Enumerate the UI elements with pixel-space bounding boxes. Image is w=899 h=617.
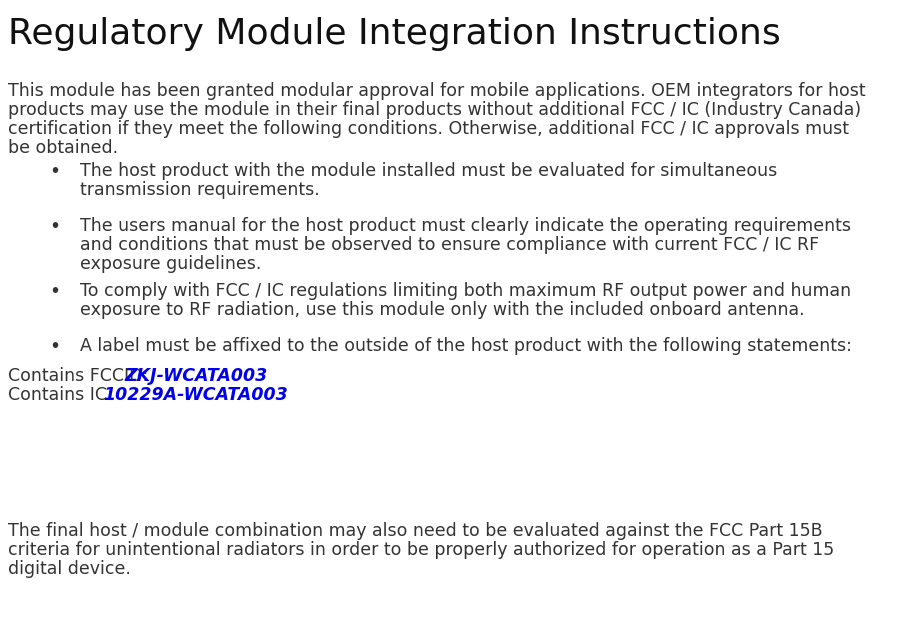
Text: •: • <box>49 217 60 236</box>
Text: digital device.: digital device. <box>8 560 131 578</box>
Text: and conditions that must be observed to ensure compliance with current FCC / IC : and conditions that must be observed to … <box>80 236 819 254</box>
Text: exposure to RF radiation, use this module only with the included onboard antenna: exposure to RF radiation, use this modul… <box>80 301 805 319</box>
Text: A label must be affixed to the outside of the host product with the following st: A label must be affixed to the outside o… <box>80 337 852 355</box>
Text: Contains IC:: Contains IC: <box>8 386 119 404</box>
Text: exposure guidelines.: exposure guidelines. <box>80 255 262 273</box>
Text: 10229A-WCATA003: 10229A-WCATA003 <box>102 386 288 404</box>
Text: Contains FCCID:: Contains FCCID: <box>8 367 154 385</box>
Text: The host product with the module installed must be evaluated for simultaneous: The host product with the module install… <box>80 162 778 180</box>
Text: criteria for unintentional radiators in order to be properly authorized for oper: criteria for unintentional radiators in … <box>8 541 834 559</box>
Text: be obtained.: be obtained. <box>8 139 118 157</box>
Text: To comply with FCC / IC regulations limiting both maximum RF output power and hu: To comply with FCC / IC regulations limi… <box>80 282 851 300</box>
Text: ZKJ-WCATA003: ZKJ-WCATA003 <box>125 367 268 385</box>
Text: The users manual for the host product must clearly indicate the operating requir: The users manual for the host product mu… <box>80 217 851 235</box>
Text: •: • <box>49 162 60 181</box>
Text: Regulatory Module Integration Instructions: Regulatory Module Integration Instructio… <box>8 17 780 51</box>
Text: The final host / module combination may also need to be evaluated against the FC: The final host / module combination may … <box>8 522 823 540</box>
Text: certification if they meet the following conditions. Otherwise, additional FCC /: certification if they meet the following… <box>8 120 849 138</box>
Text: transmission requirements.: transmission requirements. <box>80 181 320 199</box>
Text: •: • <box>49 282 60 301</box>
Text: products may use the module in their final products without additional FCC / IC : products may use the module in their fin… <box>8 101 861 119</box>
Text: This module has been granted modular approval for mobile applications. OEM integ: This module has been granted modular app… <box>8 82 866 100</box>
Text: •: • <box>49 337 60 356</box>
